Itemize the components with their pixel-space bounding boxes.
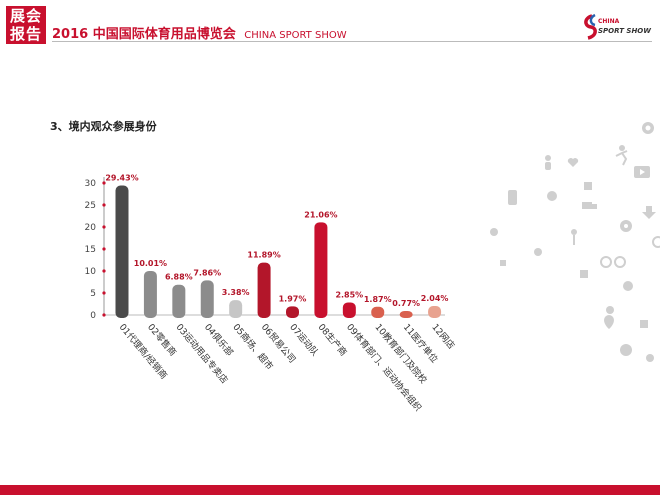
- soccer-icon: [620, 220, 632, 232]
- wheelchair-icon: [652, 236, 660, 248]
- category-label-3: 03运动用品专卖店: [174, 321, 231, 386]
- person-icon: [545, 155, 551, 170]
- runner-icon: [615, 145, 628, 166]
- header: 展会 报告 2016 中国国际体育用品博览会 CHINA SPORT SHOW …: [0, 0, 660, 48]
- header-title-cn: 中国国际体育用品博览会: [92, 27, 236, 42]
- header-year: 2016: [52, 27, 89, 42]
- y-tick-label: 5: [90, 289, 96, 299]
- y-tick-label: 20: [85, 223, 97, 233]
- gear-icon: [642, 122, 654, 134]
- header-title: 2016 中国国际体育用品博览会 CHINA SPORT SHOW: [52, 23, 347, 42]
- bicycle-icon: [600, 256, 626, 268]
- data-label-11: 0.77%: [392, 299, 420, 308]
- bar-3: [172, 284, 186, 318]
- bar-7: [286, 306, 299, 318]
- data-label-1: 29.43%: [105, 174, 138, 183]
- y-tick-label: 15: [85, 245, 96, 255]
- logo-text-china: CHINA: [598, 18, 620, 25]
- y-tick-mark: [102, 203, 106, 207]
- data-label-7: 1.97%: [279, 294, 307, 303]
- tag-icon: [584, 182, 592, 190]
- badge-line-1: 展会: [9, 7, 42, 25]
- category-label-1: 01代理商/经销商: [117, 321, 170, 381]
- badge-line-2: 报告: [9, 25, 42, 43]
- data-label-3: 6.88%: [165, 273, 193, 282]
- data-label-9: 2.85%: [335, 290, 363, 299]
- bar-5: [229, 300, 243, 318]
- map-pin-icon: [604, 315, 614, 329]
- data-label-2: 10.01%: [134, 259, 167, 268]
- data-label-5: 3.38%: [222, 288, 250, 297]
- category-label-8: 08生产商: [316, 321, 350, 358]
- bar-1: [115, 185, 129, 318]
- golf-icon: [571, 229, 577, 245]
- download-icon: [642, 206, 656, 219]
- china-sport-show-logo-icon: [584, 13, 597, 40]
- bar-11: [399, 311, 413, 318]
- bar-8: [314, 222, 328, 318]
- tv-icon: [634, 166, 650, 178]
- y-tick-label: 10: [85, 267, 97, 277]
- bar-12: [428, 306, 442, 318]
- y-tick-mark: [102, 247, 106, 251]
- chat-icon: [547, 191, 557, 201]
- category-label-12: 12网店: [429, 321, 457, 351]
- bar-9: [342, 302, 356, 318]
- bar-2: [143, 270, 157, 318]
- data-label-4: 7.86%: [193, 268, 221, 277]
- y-tick-mark: [102, 291, 106, 295]
- bar-6: [257, 262, 271, 318]
- bar-4: [200, 280, 214, 318]
- section-title: 3、境内观众参展身份: [50, 120, 157, 133]
- data-label-12: 2.04%: [421, 294, 449, 303]
- footer-bar: [0, 485, 660, 495]
- sports-icons-decoration: [490, 122, 660, 362]
- bar-10: [371, 306, 385, 318]
- y-tick-mark: [102, 181, 106, 185]
- smartphone-icon: [508, 190, 517, 205]
- heart-icon: [567, 158, 579, 167]
- data-label-6: 11.89%: [247, 251, 280, 260]
- data-label-8: 21.06%: [304, 210, 337, 219]
- header-title-en: CHINA SPORT SHOW: [244, 30, 347, 41]
- logo-text-sport-show: SPORT SHOW: [598, 27, 651, 35]
- y-tick-mark: [102, 225, 106, 229]
- truck-icon: [582, 202, 597, 209]
- y-tick-label: 30: [85, 179, 97, 189]
- y-tick-label: 25: [85, 201, 96, 211]
- y-tick-label: 0: [90, 311, 96, 321]
- data-label-10: 1.87%: [364, 295, 392, 304]
- y-tick-mark: [102, 269, 106, 273]
- category-label-10: 10教育部门及院校: [372, 321, 429, 386]
- y-tick-mark: [102, 313, 106, 317]
- header-divider: [52, 41, 652, 42]
- report-badge: 展会 报告: [6, 6, 46, 44]
